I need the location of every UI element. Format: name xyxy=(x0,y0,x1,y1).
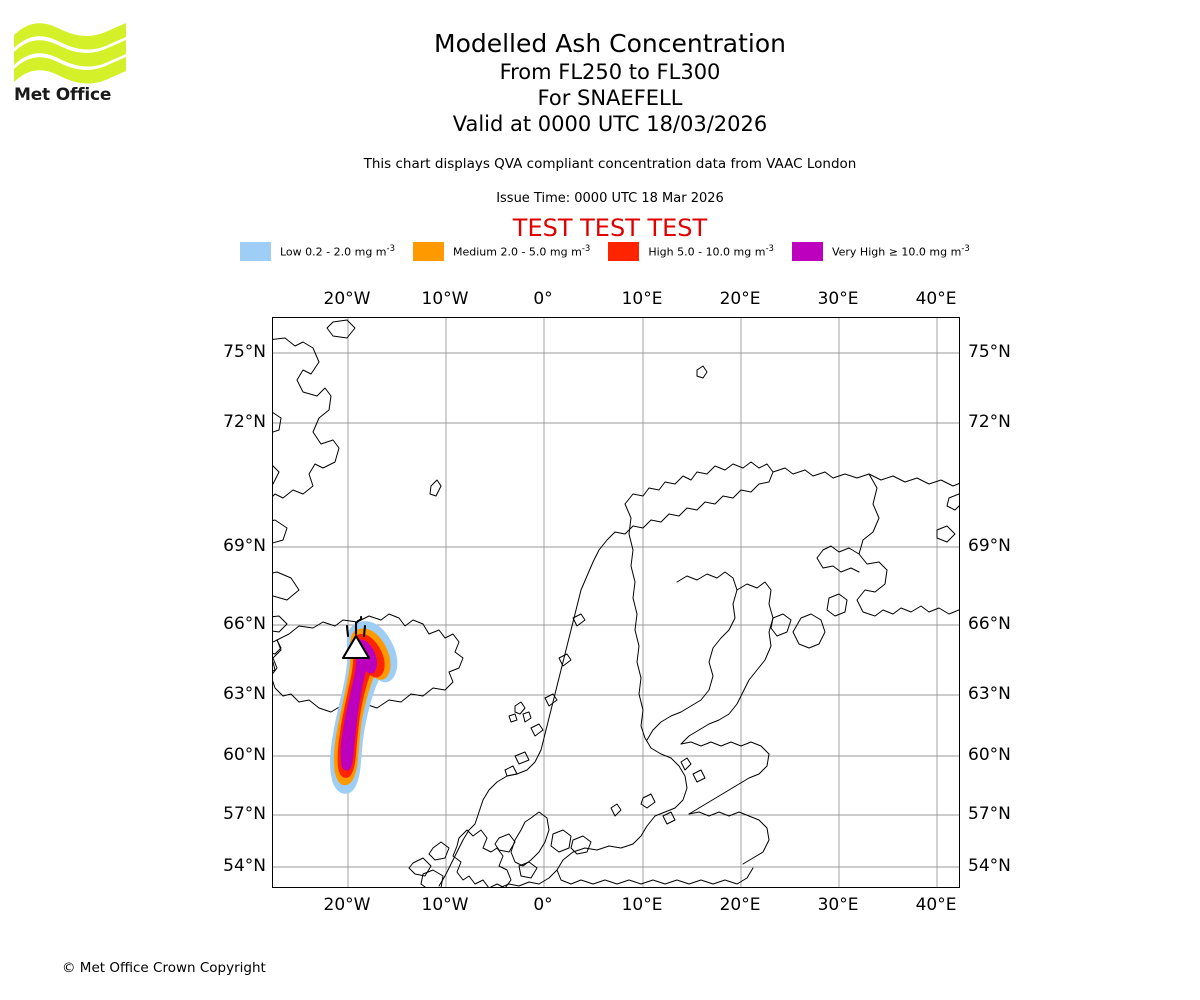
plume-contour-very-high xyxy=(340,639,377,771)
y-tick-left-57°N: 57°N xyxy=(223,804,266,824)
x-tick-bottom-0°: 0° xyxy=(533,895,553,915)
legend-item-very-high: Very High ≥ 10.0 mg m-3 xyxy=(791,241,970,261)
legend-label-very-high: Very High ≥ 10.0 mg m-3 xyxy=(831,243,970,259)
y-tick-left-75°N: 75°N xyxy=(223,342,266,362)
x-tick-top-30°E: 30°E xyxy=(817,289,859,309)
qva-compliance-note: This chart displays QVA compliant concen… xyxy=(363,156,857,172)
title-block: Modelled Ash Concentration From FL250 to… xyxy=(200,28,1020,137)
map-frame xyxy=(272,317,960,888)
y-tick-right-57°N: 57°N xyxy=(968,804,1011,824)
legend-label-medium: Medium 2.0 - 5.0 mg m-3 xyxy=(453,243,591,259)
legend-swatch-low xyxy=(240,241,271,261)
volcano-marker-snaefell xyxy=(341,615,371,660)
y-tick-right-75°N: 75°N xyxy=(968,342,1011,362)
test-banner: TEST TEST TEST xyxy=(512,214,708,242)
x-tick-top-0°: 0° xyxy=(533,289,553,309)
concentration-legend: Low 0.2 - 2.0 mg m-3 Medium 2.0 - 5.0 mg… xyxy=(240,240,1000,262)
ash-plume-contours xyxy=(330,621,398,794)
legend-swatch-very-high xyxy=(791,241,823,261)
copyright-footer: © Met Office Crown Copyright xyxy=(62,960,266,976)
legend-label-high: High 5.0 - 10.0 mg m-3 xyxy=(648,243,774,259)
flight-level-range: From FL250 to FL300 xyxy=(499,60,721,84)
legend-swatch-high xyxy=(608,241,640,261)
x-tick-bottom-20°W: 20°W xyxy=(323,895,371,915)
x-tick-bottom-30°E: 30°E xyxy=(817,895,859,915)
x-tick-top-20°E: 20°E xyxy=(719,289,761,309)
y-tick-right-69°N: 69°N xyxy=(968,536,1011,556)
y-tick-right-66°N: 66°N xyxy=(968,614,1011,634)
legend-item-low: Low 0.2 - 2.0 mg m-3 xyxy=(240,241,395,261)
y-tick-right-72°N: 72°N xyxy=(968,412,1011,432)
map-gridlines xyxy=(273,318,959,887)
valid-time: Valid at 0000 UTC 18/03/2026 xyxy=(452,112,768,136)
x-tick-bottom-10°E: 10°E xyxy=(621,895,663,915)
x-tick-top-10°E: 10°E xyxy=(621,289,663,309)
y-tick-left-54°N: 54°N xyxy=(223,856,266,876)
y-tick-right-63°N: 63°N xyxy=(968,684,1011,704)
volcano-name: For SNAEFELL xyxy=(537,86,683,110)
y-tick-left-69°N: 69°N xyxy=(223,536,266,556)
map-canvas xyxy=(273,318,959,887)
page-title: Modelled Ash Concentration xyxy=(434,29,786,58)
met-office-logo: Met Office xyxy=(14,22,129,112)
legend-item-medium: Medium 2.0 - 5.0 mg m-3 xyxy=(413,241,591,261)
y-tick-left-60°N: 60°N xyxy=(223,745,266,765)
x-tick-top-40°E: 40°E xyxy=(915,289,957,309)
x-tick-top-10°W: 10°W xyxy=(421,289,469,309)
coastlines xyxy=(273,319,959,887)
legend-label-low: Low 0.2 - 2.0 mg m-3 xyxy=(280,243,395,259)
y-tick-right-54°N: 54°N xyxy=(968,856,1011,876)
x-tick-bottom-10°W: 10°W xyxy=(421,895,469,915)
met-office-logo-text: Met Office xyxy=(14,85,112,105)
x-tick-bottom-20°E: 20°E xyxy=(719,895,761,915)
issue-time: Issue Time: 0000 UTC 18 Mar 2026 xyxy=(496,191,724,206)
legend-item-high: High 5.0 - 10.0 mg m-3 xyxy=(608,241,774,261)
x-tick-top-20°W: 20°W xyxy=(323,289,371,309)
y-tick-right-60°N: 60°N xyxy=(968,745,1011,765)
ash-concentration-map: 20°W 20°W 10°W 10°W 0° 0° 10°E 10°E 20°E 20°E 30°E… xyxy=(223,289,1011,915)
legend-swatch-medium xyxy=(413,241,444,261)
met-office-wave-mark xyxy=(14,23,126,84)
y-tick-left-72°N: 72°N xyxy=(223,412,266,432)
y-tick-left-66°N: 66°N xyxy=(223,614,266,634)
y-tick-left-63°N: 63°N xyxy=(223,684,266,704)
x-tick-bottom-40°E: 40°E xyxy=(915,895,957,915)
